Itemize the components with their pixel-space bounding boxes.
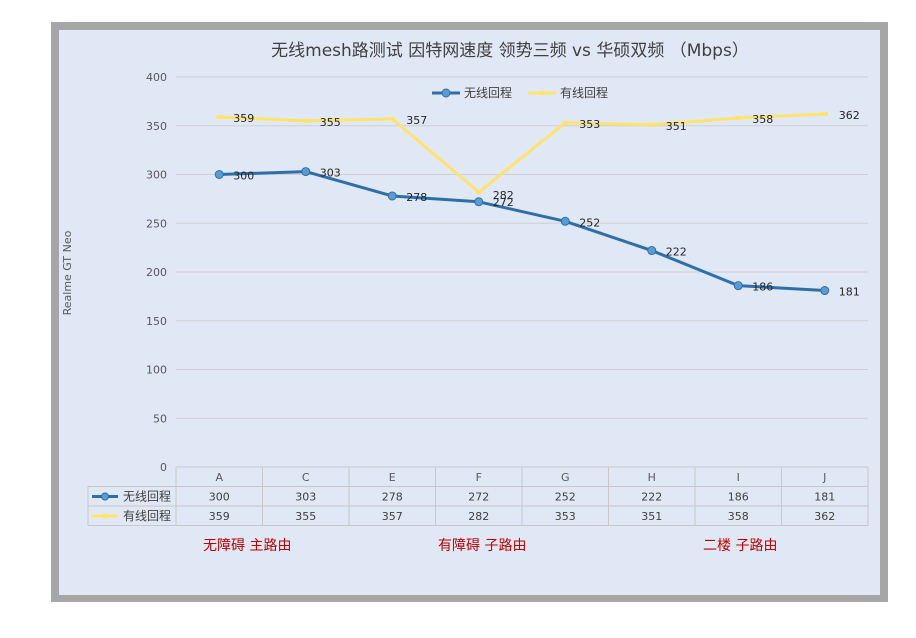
x-tick-label: I <box>737 471 740 484</box>
y-tick-label: 400 <box>146 71 167 84</box>
data-label: 181 <box>839 286 860 299</box>
x-tick-label: J <box>822 471 826 484</box>
data-point <box>475 190 482 195</box>
data-point <box>821 112 828 117</box>
data-point <box>733 281 743 291</box>
table-cell: 357 <box>382 510 403 523</box>
y-tick-label: 50 <box>153 412 167 425</box>
annotation-second-floor-node: 二楼 子路由 <box>703 538 778 554</box>
table-cell: 181 <box>814 491 835 504</box>
annotation-obstacle-node: 有障碍 子路由 <box>438 538 527 554</box>
table-legend-marker <box>102 514 108 518</box>
y-tick-label: 200 <box>146 266 167 279</box>
table-cell: 282 <box>468 510 489 523</box>
data-point <box>474 197 484 207</box>
series-wired: 359 355 357 282 353 351 358 362 <box>216 109 860 202</box>
table-cell: 300 <box>209 491 230 504</box>
series-line <box>219 170 825 293</box>
table-cell: 272 <box>468 491 489 504</box>
data-label: 351 <box>666 120 687 133</box>
data-label: 282 <box>493 189 514 202</box>
table-row-label: 无线回程 <box>123 489 171 504</box>
y-tick-label: 250 <box>146 217 167 230</box>
data-label: 222 <box>666 246 687 259</box>
table-cell: 252 <box>555 491 576 504</box>
table-row-label: 有线回程 <box>123 508 171 523</box>
legend-label: 无线回程 <box>464 85 512 100</box>
y-tick-label: 100 <box>146 364 167 377</box>
annotation-main-router: 无障碍 主路由 <box>203 538 292 554</box>
y-tick-label: 150 <box>146 315 167 328</box>
y-tick-label: 0 <box>160 461 167 474</box>
y-tick-label: 350 <box>146 120 167 133</box>
table-cell: 359 <box>209 510 230 523</box>
data-point <box>214 170 224 179</box>
chart-title: 无线mesh路测试 因特网速度 领势三频 vs 华硕双频 （Mbps） <box>271 41 749 61</box>
data-point <box>389 116 396 121</box>
x-tick-label: C <box>302 471 310 484</box>
table-cell: 303 <box>295 491 316 504</box>
series-line <box>219 112 825 194</box>
data-label: 278 <box>406 191 427 204</box>
table-cell: 362 <box>814 510 835 523</box>
series-wireless: 300 303 278 272 252 222 186 181 <box>214 167 860 299</box>
data-label: 300 <box>233 170 254 183</box>
data-point <box>216 114 223 119</box>
data-point <box>648 122 655 127</box>
table-cell: 355 <box>295 510 316 523</box>
x-tick-label: E <box>389 471 396 484</box>
y-axis-label: Realme GT Neo <box>61 230 74 315</box>
data-point <box>820 286 830 296</box>
legend-marker <box>441 88 451 98</box>
data-label: 272 <box>493 196 514 209</box>
data-point <box>301 167 311 177</box>
series-layer: 359 355 357 282 353 351 358 362 300 303 278 272 252 2… <box>214 109 860 299</box>
chart-panel <box>59 30 880 595</box>
data-label: 252 <box>579 216 600 229</box>
data-label: 355 <box>320 116 341 129</box>
table-cell: 278 <box>382 491 403 504</box>
legend-marker <box>539 91 545 95</box>
x-tick-label: F <box>476 471 482 484</box>
table-cell: 351 <box>641 510 662 523</box>
table-cell: 186 <box>728 491 749 504</box>
data-label: 186 <box>752 281 773 294</box>
data-point <box>562 120 569 125</box>
data-label: 353 <box>579 118 600 131</box>
data-point <box>302 118 309 123</box>
data-point <box>735 115 742 120</box>
data-label: 357 <box>406 114 427 127</box>
table-cell: 222 <box>641 491 662 504</box>
x-tick-label: G <box>561 471 570 484</box>
gridlines <box>176 76 868 468</box>
table-cell: 358 <box>728 510 749 523</box>
x-tick-label: A <box>215 471 223 484</box>
data-label: 358 <box>752 113 773 126</box>
data-table: A C E F G H I J 无线回程 300 303 278 272 252 222 186 181 有线回程… <box>87 466 869 526</box>
data-point <box>560 216 570 226</box>
data-label: 303 <box>320 167 341 180</box>
x-tick-label: H <box>648 471 656 484</box>
legend-label: 有线回程 <box>560 85 608 100</box>
y-tick-label: 300 <box>146 169 167 182</box>
legend: 无线回程 有线回程 <box>432 85 608 100</box>
data-label: 359 <box>233 112 254 125</box>
y-tick-labels: 0 50 100 150 200 250 300 350 400 <box>146 71 167 474</box>
table-cell: 353 <box>555 510 576 523</box>
data-label: 362 <box>839 109 860 122</box>
data-point <box>387 191 397 201</box>
table-legend-marker <box>101 492 109 501</box>
data-point <box>647 246 657 256</box>
